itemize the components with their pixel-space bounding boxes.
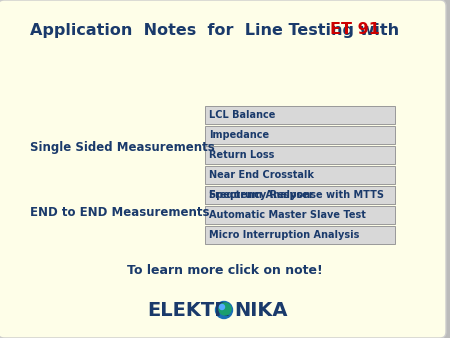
Text: ET 91: ET 91 <box>330 23 380 38</box>
Text: Return Loss: Return Loss <box>209 150 274 160</box>
Text: NIKA: NIKA <box>234 300 288 319</box>
Circle shape <box>216 301 233 318</box>
Text: LCL Balance: LCL Balance <box>209 110 275 120</box>
Text: END to END Measurements: END to END Measurements <box>30 207 210 219</box>
Text: Impedance: Impedance <box>209 130 269 140</box>
Text: Single Sided Measurements: Single Sided Measurements <box>30 142 215 154</box>
FancyBboxPatch shape <box>2 4 450 338</box>
FancyBboxPatch shape <box>205 166 395 184</box>
FancyBboxPatch shape <box>205 126 395 144</box>
Circle shape <box>220 305 225 310</box>
Text: To learn more click on note!: To learn more click on note! <box>127 264 323 276</box>
Text: ELEKTR: ELEKTR <box>147 300 229 319</box>
FancyBboxPatch shape <box>205 106 395 124</box>
FancyBboxPatch shape <box>205 226 395 244</box>
FancyBboxPatch shape <box>205 206 395 224</box>
Circle shape <box>219 303 231 315</box>
FancyBboxPatch shape <box>205 186 395 204</box>
Text: Micro Interruption Analysis: Micro Interruption Analysis <box>209 230 360 240</box>
Text: Near End Crosstalk: Near End Crosstalk <box>209 170 314 180</box>
Text: Frequency Response with MTTS: Frequency Response with MTTS <box>209 190 384 200</box>
FancyBboxPatch shape <box>205 146 395 164</box>
Text: Spectrum Analyser: Spectrum Analyser <box>209 190 314 200</box>
FancyBboxPatch shape <box>205 186 395 204</box>
Text: Automatic Master Slave Test: Automatic Master Slave Test <box>209 210 366 220</box>
Text: Application  Notes  for  Line Testing with: Application Notes for Line Testing with <box>30 23 410 38</box>
